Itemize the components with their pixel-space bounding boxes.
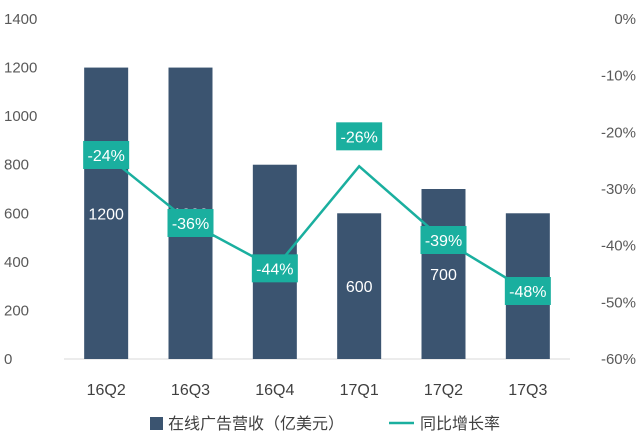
right-tick-label: -60% xyxy=(601,351,636,368)
rate-label-text: -39% xyxy=(425,233,462,250)
right-tick-label: -30% xyxy=(601,181,636,198)
bar-value-label: 600 xyxy=(346,279,373,296)
category-labels: 16Q2 16Q3 16Q4 17Q1 17Q2 17Q3 xyxy=(87,382,548,399)
category-label: 16Q2 xyxy=(87,382,126,399)
category-label: 17Q1 xyxy=(340,382,379,399)
rate-label: -48% xyxy=(504,277,551,305)
category-label: 16Q3 xyxy=(171,382,210,399)
left-tick-label: 1000 xyxy=(4,108,37,125)
rate-label: -26% xyxy=(336,122,383,151)
bar xyxy=(84,67,129,360)
left-tick-label: 800 xyxy=(4,157,29,174)
bar xyxy=(337,213,382,359)
rate-label-box xyxy=(336,122,383,151)
left-tick-label: 400 xyxy=(4,254,29,271)
left-axis-ticks: 0 200 400 600 800 1000 1200 1400 xyxy=(4,11,37,368)
bar-value-label: 1200 xyxy=(88,206,124,223)
rate-label-text: -24% xyxy=(87,148,124,165)
right-tick-label: 0% xyxy=(614,11,636,28)
left-tick-label: 600 xyxy=(4,205,29,222)
right-tick-label: -50% xyxy=(601,294,636,311)
bar xyxy=(421,189,466,359)
rate-label-box xyxy=(504,277,551,305)
right-tick-label: -10% xyxy=(601,68,636,85)
rate-label-text: -44% xyxy=(256,261,293,278)
left-tick-label: 1200 xyxy=(4,60,37,77)
legend-line-label: 同比增长率 xyxy=(420,414,500,433)
category-label: 16Q4 xyxy=(255,382,294,399)
rate-label-box xyxy=(83,141,130,169)
left-tick-label: 200 xyxy=(4,302,29,319)
rate-label-text: -48% xyxy=(509,284,546,301)
legend-bar-swatch xyxy=(150,417,163,430)
rate-label-box xyxy=(167,209,214,237)
left-tick-label: 0 xyxy=(4,351,12,368)
left-tick-label: 1400 xyxy=(4,11,37,28)
legend: 在线广告营收（亿美元） 同比增长率 xyxy=(150,414,500,433)
right-tick-label: -40% xyxy=(601,238,636,255)
growth-rate-labels: -24% -36% -44% -26% -39% -48% xyxy=(83,122,551,305)
rate-label: -39% xyxy=(420,226,467,254)
rate-label-text: -26% xyxy=(340,129,377,146)
category-label: 17Q3 xyxy=(508,382,547,399)
rate-label: -24% xyxy=(83,141,130,169)
right-axis-ticks: -60% -50% -40% -30% -20% -10% 0% xyxy=(601,11,636,368)
legend-bar-label: 在线广告营收（亿美元） xyxy=(168,414,344,433)
rate-label-box xyxy=(251,254,298,283)
rate-label: -36% xyxy=(167,209,214,237)
bar-series xyxy=(84,67,550,360)
right-tick-label: -20% xyxy=(601,124,636,141)
bar-value-label: 700 xyxy=(430,267,457,284)
rate-label-text: -36% xyxy=(172,216,209,233)
rate-label: -44% xyxy=(251,254,298,283)
rate-label-box xyxy=(420,226,467,254)
category-label: 17Q2 xyxy=(424,382,463,399)
